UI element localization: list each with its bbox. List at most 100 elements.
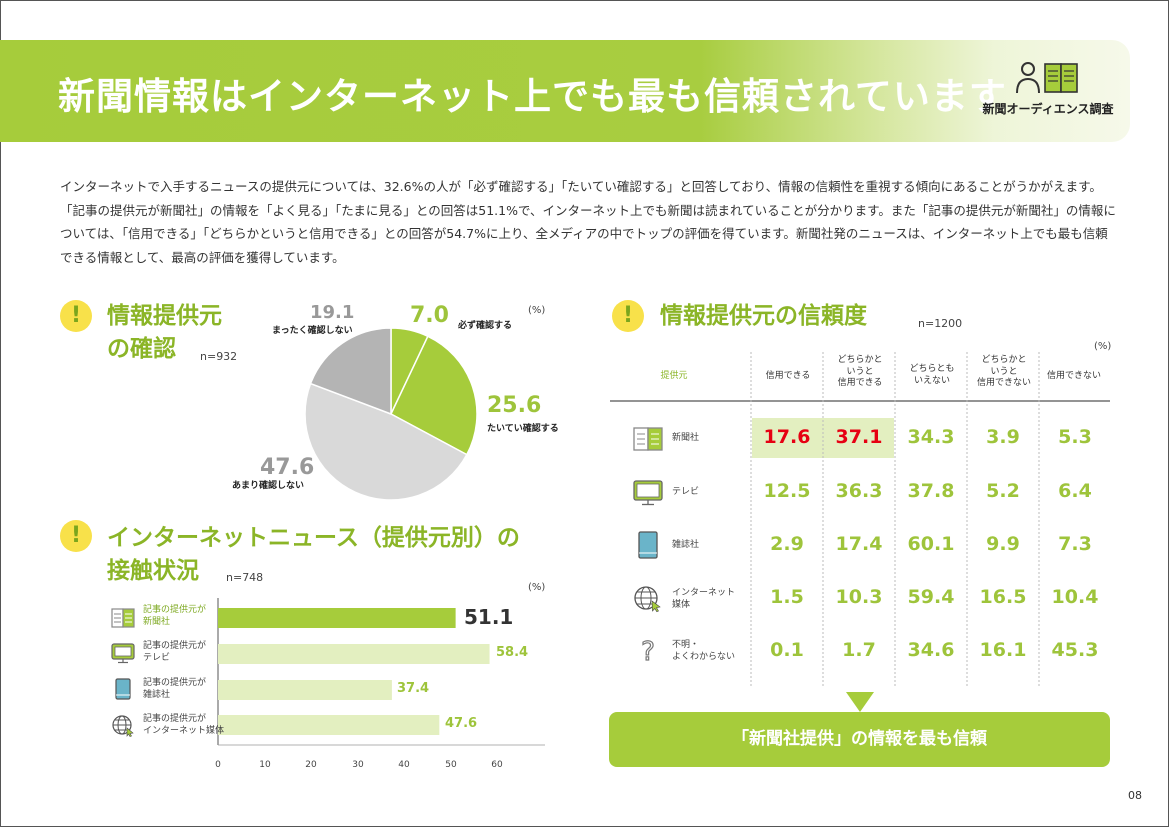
survey-logo: 新聞オーディエンス調査 xyxy=(978,60,1118,120)
col-header-line: どちらかと xyxy=(837,355,883,365)
bar-value-tv: 58.4 xyxy=(496,645,529,660)
x-tick: 20 xyxy=(305,760,317,770)
bar-label-magazine-line2: 雑誌社 xyxy=(143,690,171,700)
table-cell: 16.1 xyxy=(979,639,1027,661)
bar-value-magazine: 37.4 xyxy=(397,681,430,696)
pie-label-always: 必ず確認する xyxy=(458,321,513,331)
section3-sample-size: n=1200 xyxy=(918,317,963,330)
newspaper-icon xyxy=(111,608,135,628)
bar-label-internet-line2: インターネット媒体 xyxy=(143,726,225,736)
tv-icon xyxy=(633,480,663,506)
bar-tv xyxy=(218,644,490,664)
section2-title-line2: 接触状況 xyxy=(107,558,199,584)
row-label-magazine: 雑誌社 xyxy=(672,540,700,550)
bar-magazine xyxy=(218,680,392,700)
section3-unit: (%) xyxy=(1094,341,1112,352)
row-label-internet-line2: 媒体 xyxy=(672,600,691,610)
bar-label-internet-line1: 記事の提供元が xyxy=(143,714,207,724)
exclamation-icon: ! xyxy=(60,300,92,332)
section1-unit: (%) xyxy=(528,305,546,316)
bar-label-tv-line1: 記事の提供元が xyxy=(143,641,207,651)
col-header-source: 提供元 xyxy=(660,371,688,381)
table-cell: 5.3 xyxy=(1058,426,1092,448)
table-cell: 3.9 xyxy=(986,426,1020,448)
page-title: 新聞情報はインターネット上でも最も信頼されています xyxy=(58,75,1007,118)
table-cell: 2.9 xyxy=(770,533,804,555)
x-tick: 40 xyxy=(398,760,410,770)
col-header-line: いうと xyxy=(990,366,1018,377)
page-number: 08 xyxy=(1128,789,1142,802)
col-header-distrust: 信用できない xyxy=(1046,371,1101,381)
table-cell: 10.4 xyxy=(1051,586,1099,608)
bar-label-tv-line2: テレビ xyxy=(143,653,171,663)
col-header-line: いうと xyxy=(846,366,874,377)
col-header-line: 信用できない xyxy=(976,378,1031,388)
summary-banner: 「新聞社提供」の情報を最も信頼 xyxy=(609,712,1110,767)
table-cell: 7.3 xyxy=(1058,533,1092,555)
magazine-icon xyxy=(638,531,658,559)
row-label-internet-line1: インターネット xyxy=(672,588,736,598)
pie-value-usually: 25.6 xyxy=(487,393,542,418)
table-cell: 60.1 xyxy=(907,533,955,555)
pie-slice-rarely xyxy=(304,382,468,501)
bar-label-newspaper-line1: 記事の提供元が xyxy=(143,605,207,615)
table-cell: 6.4 xyxy=(1058,480,1092,502)
section2-title-line1: インターネットニュース（提供元別）の xyxy=(107,525,520,551)
tv-icon xyxy=(111,643,135,664)
row-label-newspaper: 新聞社 xyxy=(672,433,700,443)
row-label-unknown-line2: よくわからない xyxy=(672,652,736,662)
col-header-line: どちらかと xyxy=(981,355,1027,365)
bar-value-newspaper: 51.1 xyxy=(464,605,514,629)
table-cell: 12.5 xyxy=(763,480,811,502)
section1-sample-size: n=932 xyxy=(200,350,238,363)
table-cell: 0.1 xyxy=(770,639,804,661)
table-cell: 1.7 xyxy=(842,639,876,661)
intro-paragraph: インターネットで入手するニュースの提供元については、32.6%の人が「必ず確認す… xyxy=(60,179,1116,265)
col-header-trust: 信用できる xyxy=(765,371,811,381)
section3-title: 情報提供元の信頼度 xyxy=(660,303,867,329)
pie-value-never: 19.1 xyxy=(310,302,355,323)
x-tick: 50 xyxy=(445,760,457,770)
exclamation-icon: ! xyxy=(60,520,92,552)
pie-slice-never xyxy=(309,327,392,416)
col-header-line: いえない xyxy=(913,375,950,386)
table-cell: 17.6 xyxy=(763,426,811,448)
row-label-tv: テレビ xyxy=(672,487,700,497)
table-cell: 37.1 xyxy=(835,426,883,448)
x-tick: 30 xyxy=(352,760,364,770)
table-cell: 16.5 xyxy=(979,586,1027,608)
globe-icon xyxy=(112,715,134,737)
pie-value-rarely: 47.6 xyxy=(260,455,315,480)
section1-title-line1: 情報提供元 xyxy=(107,303,222,329)
bar-newspaper xyxy=(218,608,456,628)
table-cell: 34.3 xyxy=(907,426,955,448)
col-header-somewhat-trust: どちらかと いうと 信用できる xyxy=(823,355,897,390)
svg-text:?: ? xyxy=(641,637,655,666)
table-cell: 45.3 xyxy=(1051,639,1099,661)
table-cell: 37.8 xyxy=(907,480,955,502)
bar-label-newspaper-line2: 新聞社 xyxy=(143,617,171,627)
bar-value-internet: 47.6 xyxy=(445,716,478,731)
pie-label-usually: たいてい確認する xyxy=(487,424,559,434)
logo-text: 新聞オーディエンス調査 xyxy=(982,102,1114,116)
table-cell: 17.4 xyxy=(835,533,883,555)
x-tick: 0 xyxy=(215,760,221,770)
table-cell: 5.2 xyxy=(986,480,1020,502)
pie-label-rarely: あまり確認しない xyxy=(232,481,305,491)
magazine-icon xyxy=(115,678,131,700)
table-cell: 59.4 xyxy=(907,586,955,608)
section2-sample-size: n=748 xyxy=(226,571,264,584)
pie-value-always: 7.0 xyxy=(410,303,449,328)
table-cell: 10.3 xyxy=(835,586,883,608)
globe-icon xyxy=(634,586,661,613)
question-icon: ? xyxy=(640,636,655,666)
table-cell: 36.3 xyxy=(835,480,883,502)
section1-title-line2: の確認 xyxy=(107,336,176,362)
col-header-neutral: どちらとも いえない xyxy=(895,364,969,387)
bar-internet xyxy=(218,715,440,735)
section2-unit: (%) xyxy=(528,582,546,593)
reader-book-icon xyxy=(1016,62,1078,94)
